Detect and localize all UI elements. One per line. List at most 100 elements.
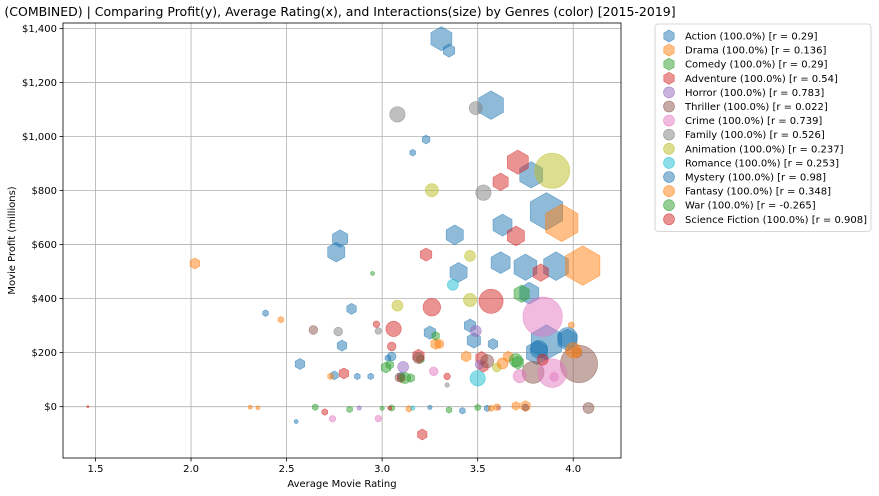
data-point — [565, 342, 582, 359]
data-point — [475, 184, 492, 201]
data-point — [461, 350, 472, 363]
data-point — [86, 405, 90, 409]
legend-frame — [654, 23, 872, 232]
x-tick-label: 3.5 — [470, 464, 486, 475]
legend-marker — [663, 100, 675, 113]
legend-entry: Mystery (100.0%) [r = 0.98] — [685, 173, 826, 184]
data-point — [410, 405, 416, 411]
data-point — [417, 428, 428, 441]
legend-entry: Drama (100.0%) [r = 0.136] — [685, 46, 826, 57]
data-point — [412, 352, 425, 364]
x-tick-label: 2.5 — [279, 464, 295, 475]
data-point — [429, 366, 439, 376]
data-point — [549, 372, 559, 382]
chart-title: (COMBINED) | Comparing Profit(y), Averag… — [4, 4, 675, 19]
data-point — [248, 404, 253, 410]
series-1 — [189, 203, 601, 413]
legend-marker — [663, 157, 675, 169]
y-tick-label: $600 — [32, 240, 57, 251]
data-point — [507, 149, 529, 175]
data-point — [262, 309, 269, 317]
data-point — [189, 257, 200, 270]
legend-marker — [663, 199, 675, 211]
legend-marker — [663, 171, 675, 183]
data-point — [354, 372, 361, 381]
data-point — [424, 183, 439, 198]
data-point — [420, 247, 433, 262]
series-12 — [379, 353, 523, 411]
legend-marker — [663, 29, 675, 43]
series-0 — [262, 26, 578, 425]
data-point — [386, 351, 397, 362]
data-point — [346, 405, 353, 414]
plot-area-frame — [62, 22, 622, 459]
data-point — [469, 370, 486, 387]
legend-marker — [663, 128, 675, 141]
data-point — [492, 213, 513, 237]
data-point — [487, 338, 499, 350]
legend-entry: Fantasy (100.0%) [r = 0.348] — [685, 187, 831, 198]
legend-marker — [663, 213, 675, 226]
legend-entry: Romance (100.0%) [r = 0.253] — [685, 158, 839, 169]
data-point — [356, 405, 362, 411]
data-point — [255, 405, 261, 411]
series-9 — [410, 279, 486, 411]
data-point — [391, 299, 404, 312]
data-point — [568, 321, 575, 329]
data-point — [463, 293, 477, 307]
y-axis-label: Movie Profit (millions) — [7, 186, 18, 294]
legend-marker — [663, 114, 675, 127]
data-point — [512, 369, 527, 384]
grid — [63, 23, 621, 458]
data-point — [277, 316, 285, 324]
data-point — [447, 279, 459, 291]
data-point — [312, 403, 319, 411]
data-point — [478, 90, 504, 120]
legend-entry: Horror (100.0%) [r = 0.783] — [685, 88, 824, 99]
y-tick-label: $0 — [44, 402, 57, 413]
y-tick-label: $1,400 — [22, 24, 57, 35]
data-point — [294, 358, 306, 370]
data-point — [328, 415, 337, 423]
legend-entry: Science Fiction (100.0%) [r = 0.908] — [685, 215, 867, 226]
legend-entry: Action (100.0%) [r = 0.29] — [685, 32, 818, 43]
data-point — [409, 149, 416, 157]
data-point — [507, 225, 525, 247]
data-point — [367, 372, 374, 381]
data-point — [532, 263, 549, 282]
x-tick-label: 2.0 — [183, 464, 199, 475]
data-point — [469, 325, 482, 337]
data-point — [374, 327, 382, 335]
data-point — [372, 320, 380, 328]
data-point — [308, 325, 319, 335]
data-point — [508, 353, 523, 368]
legend-marker — [663, 143, 675, 155]
data-point — [443, 372, 451, 381]
data-point — [333, 326, 343, 337]
data-point — [431, 331, 440, 341]
legend-entry: Family (100.0%) [r = 0.526] — [685, 130, 825, 141]
data-point — [496, 357, 509, 370]
data-point — [427, 404, 433, 410]
data-point — [522, 296, 563, 337]
y-tick-label: $800 — [32, 186, 57, 197]
data-point — [385, 320, 402, 337]
data-point — [513, 284, 530, 303]
data-point — [327, 241, 346, 263]
data-point — [430, 26, 453, 52]
data-point — [468, 101, 483, 116]
data-point — [449, 262, 468, 283]
data-point — [387, 405, 392, 411]
data-point — [493, 403, 501, 411]
x-axis-label: Average Movie Rating — [287, 479, 396, 490]
legend-entry: Crime (100.0%) [r = 0.739] — [685, 116, 822, 127]
data-point — [521, 403, 530, 412]
data-point — [459, 407, 466, 415]
data-point — [434, 339, 445, 349]
data-point — [321, 408, 328, 416]
legend-marker — [663, 43, 675, 57]
data-point — [480, 354, 495, 369]
data-point — [492, 172, 509, 192]
data-point — [442, 43, 456, 58]
data-point — [389, 106, 406, 123]
